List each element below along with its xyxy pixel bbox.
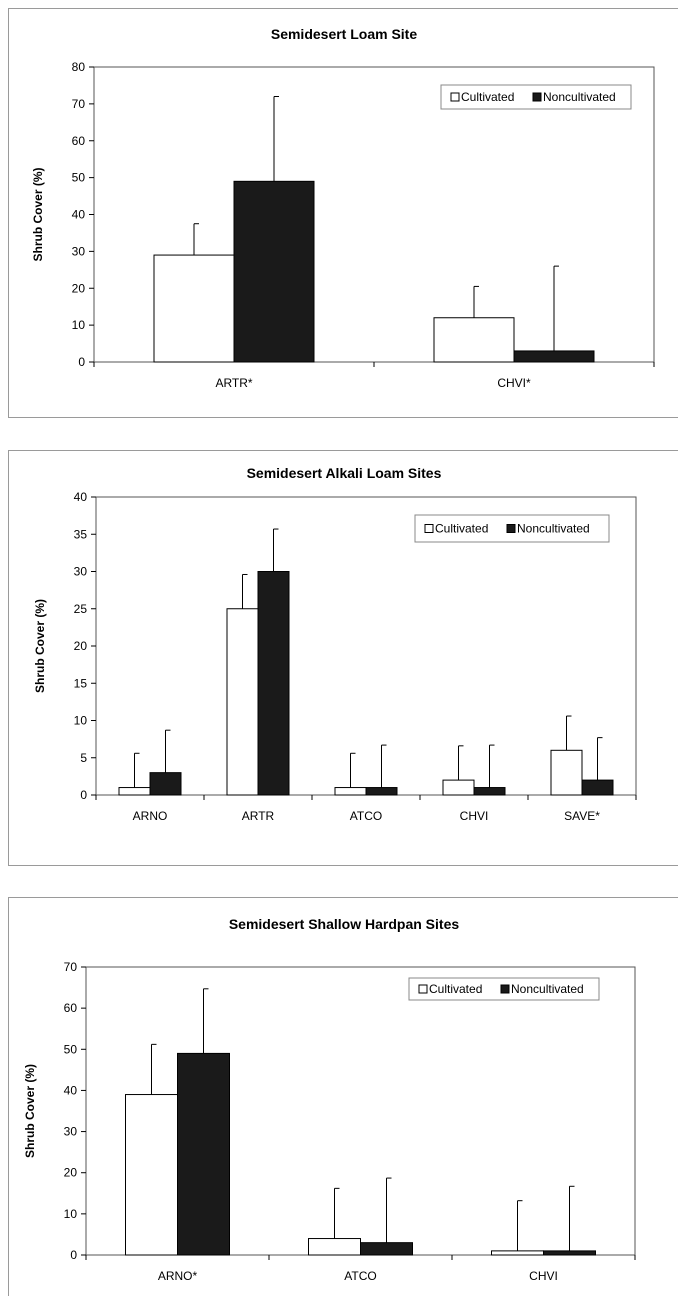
- x-tick-label: CHVI: [460, 809, 489, 823]
- y-tick-label: 0: [80, 788, 87, 802]
- x-tick-label: ATCO: [350, 809, 382, 823]
- y-tick-label: 80: [72, 60, 86, 74]
- chart-panel-shallow-hardpan: Semidesert Shallow Hardpan Sites Shrub Co…: [8, 897, 678, 1296]
- legend-label-noncultivated: Noncultivated: [511, 982, 584, 996]
- chart-panel-loam: Semidesert Loam Site Shrub Cover (%) 0 10 20…: [8, 8, 678, 418]
- x-tick-label: ATCO: [344, 1269, 376, 1283]
- y-tick-label: 35: [74, 527, 88, 541]
- bar-cultivated: [442, 779, 475, 796]
- x-tick-label: ARTR: [242, 809, 275, 823]
- y-tick-label: 40: [72, 208, 86, 222]
- y-tick-label: 10: [64, 1207, 78, 1221]
- bar-noncultivated: [177, 1052, 230, 1256]
- y-tick-label: 40: [64, 1083, 78, 1097]
- legend-label-noncultivated: Noncultivated: [517, 522, 590, 536]
- legend-swatch-cultivated: [424, 524, 434, 533]
- y-tick-label: 20: [74, 639, 88, 653]
- x-tick-label: ARNO: [133, 809, 168, 823]
- y-tick-label: 30: [64, 1125, 78, 1139]
- legend-label-cultivated: Cultivated: [461, 90, 514, 104]
- chart-title: Semidesert Alkali Loam Sites: [247, 465, 442, 481]
- y-axis-label: Shrub Cover (%): [31, 167, 45, 261]
- y-tick-label: 0: [78, 355, 85, 369]
- y-tick-label: 0: [70, 1248, 77, 1262]
- legend-label-noncultivated: Noncultivated: [543, 90, 616, 104]
- x-tick-label: ARNO*: [158, 1269, 198, 1283]
- bar-cultivated: [334, 787, 367, 796]
- y-tick-label: 20: [72, 281, 86, 295]
- y-tick-label: 50: [72, 171, 86, 185]
- bar-noncultivated: [365, 787, 398, 796]
- y-tick-label: 40: [74, 490, 88, 504]
- bar-noncultivated: [581, 779, 614, 796]
- legend-swatch-cultivated: [450, 92, 460, 102]
- bar-noncultivated: [543, 1250, 596, 1256]
- x-tick-label: SAVE*: [564, 809, 600, 823]
- y-tick-label: 30: [72, 244, 86, 258]
- chart-panel-alkali-loam: Semidesert Alkali Loam Sites Shrub Cover …: [8, 450, 678, 866]
- y-tick-label: 10: [74, 714, 88, 728]
- y-tick-label: 10: [72, 318, 86, 332]
- bar-cultivated: [153, 254, 235, 363]
- y-tick-label: 30: [74, 565, 88, 579]
- chart-title: Semidesert Loam Site: [271, 26, 417, 42]
- y-tick-label: 60: [64, 1001, 78, 1015]
- bar-noncultivated: [149, 772, 182, 796]
- x-tick-label: CHVI*: [497, 376, 531, 390]
- bar-cultivated: [491, 1250, 544, 1256]
- chart-title: Semidesert Shallow Hardpan Sites: [229, 916, 460, 932]
- bar-cultivated: [226, 608, 259, 796]
- legend-swatch-noncultivated: [506, 524, 516, 533]
- chart-shallow-hardpan: Semidesert Shallow Hardpan Sites Shrub Co…: [23, 916, 636, 1283]
- legend-swatch-noncultivated: [500, 984, 510, 994]
- y-tick-label: 15: [74, 676, 88, 690]
- y-axis-label: Shrub Cover (%): [23, 1064, 37, 1158]
- bar-cultivated: [118, 787, 151, 796]
- y-tick-label: 70: [64, 960, 78, 974]
- bar-cultivated: [550, 749, 583, 796]
- y-tick-label: 25: [74, 602, 88, 616]
- bar-noncultivated: [233, 180, 315, 363]
- bar-noncultivated: [360, 1242, 413, 1256]
- x-tick-label: ARTR*: [215, 376, 252, 390]
- bar-cultivated: [433, 317, 515, 363]
- y-tick-label: 20: [64, 1166, 78, 1180]
- legend-swatch-cultivated: [418, 984, 428, 994]
- legend-label-cultivated: Cultivated: [435, 522, 488, 536]
- y-tick-label: 5: [80, 751, 87, 765]
- bar-noncultivated: [257, 571, 290, 796]
- y-tick-label: 70: [72, 97, 86, 111]
- bar-cultivated: [125, 1094, 178, 1256]
- y-tick-label: 60: [72, 134, 86, 148]
- bar-noncultivated: [473, 787, 506, 796]
- chart-loam: Semidesert Loam Site Shrub Cover (%) 0 10 20…: [31, 26, 655, 390]
- bar-noncultivated: [513, 350, 595, 363]
- y-tick-label: 50: [64, 1042, 78, 1056]
- x-tick-label: CHVI: [529, 1269, 558, 1283]
- chart-alkali-loam: Semidesert Alkali Loam Sites Shrub Cover …: [33, 465, 637, 823]
- bar-cultivated: [308, 1238, 361, 1256]
- legend-label-cultivated: Cultivated: [429, 982, 482, 996]
- y-axis-label: Shrub Cover (%): [33, 599, 47, 693]
- legend-swatch-noncultivated: [532, 92, 542, 102]
